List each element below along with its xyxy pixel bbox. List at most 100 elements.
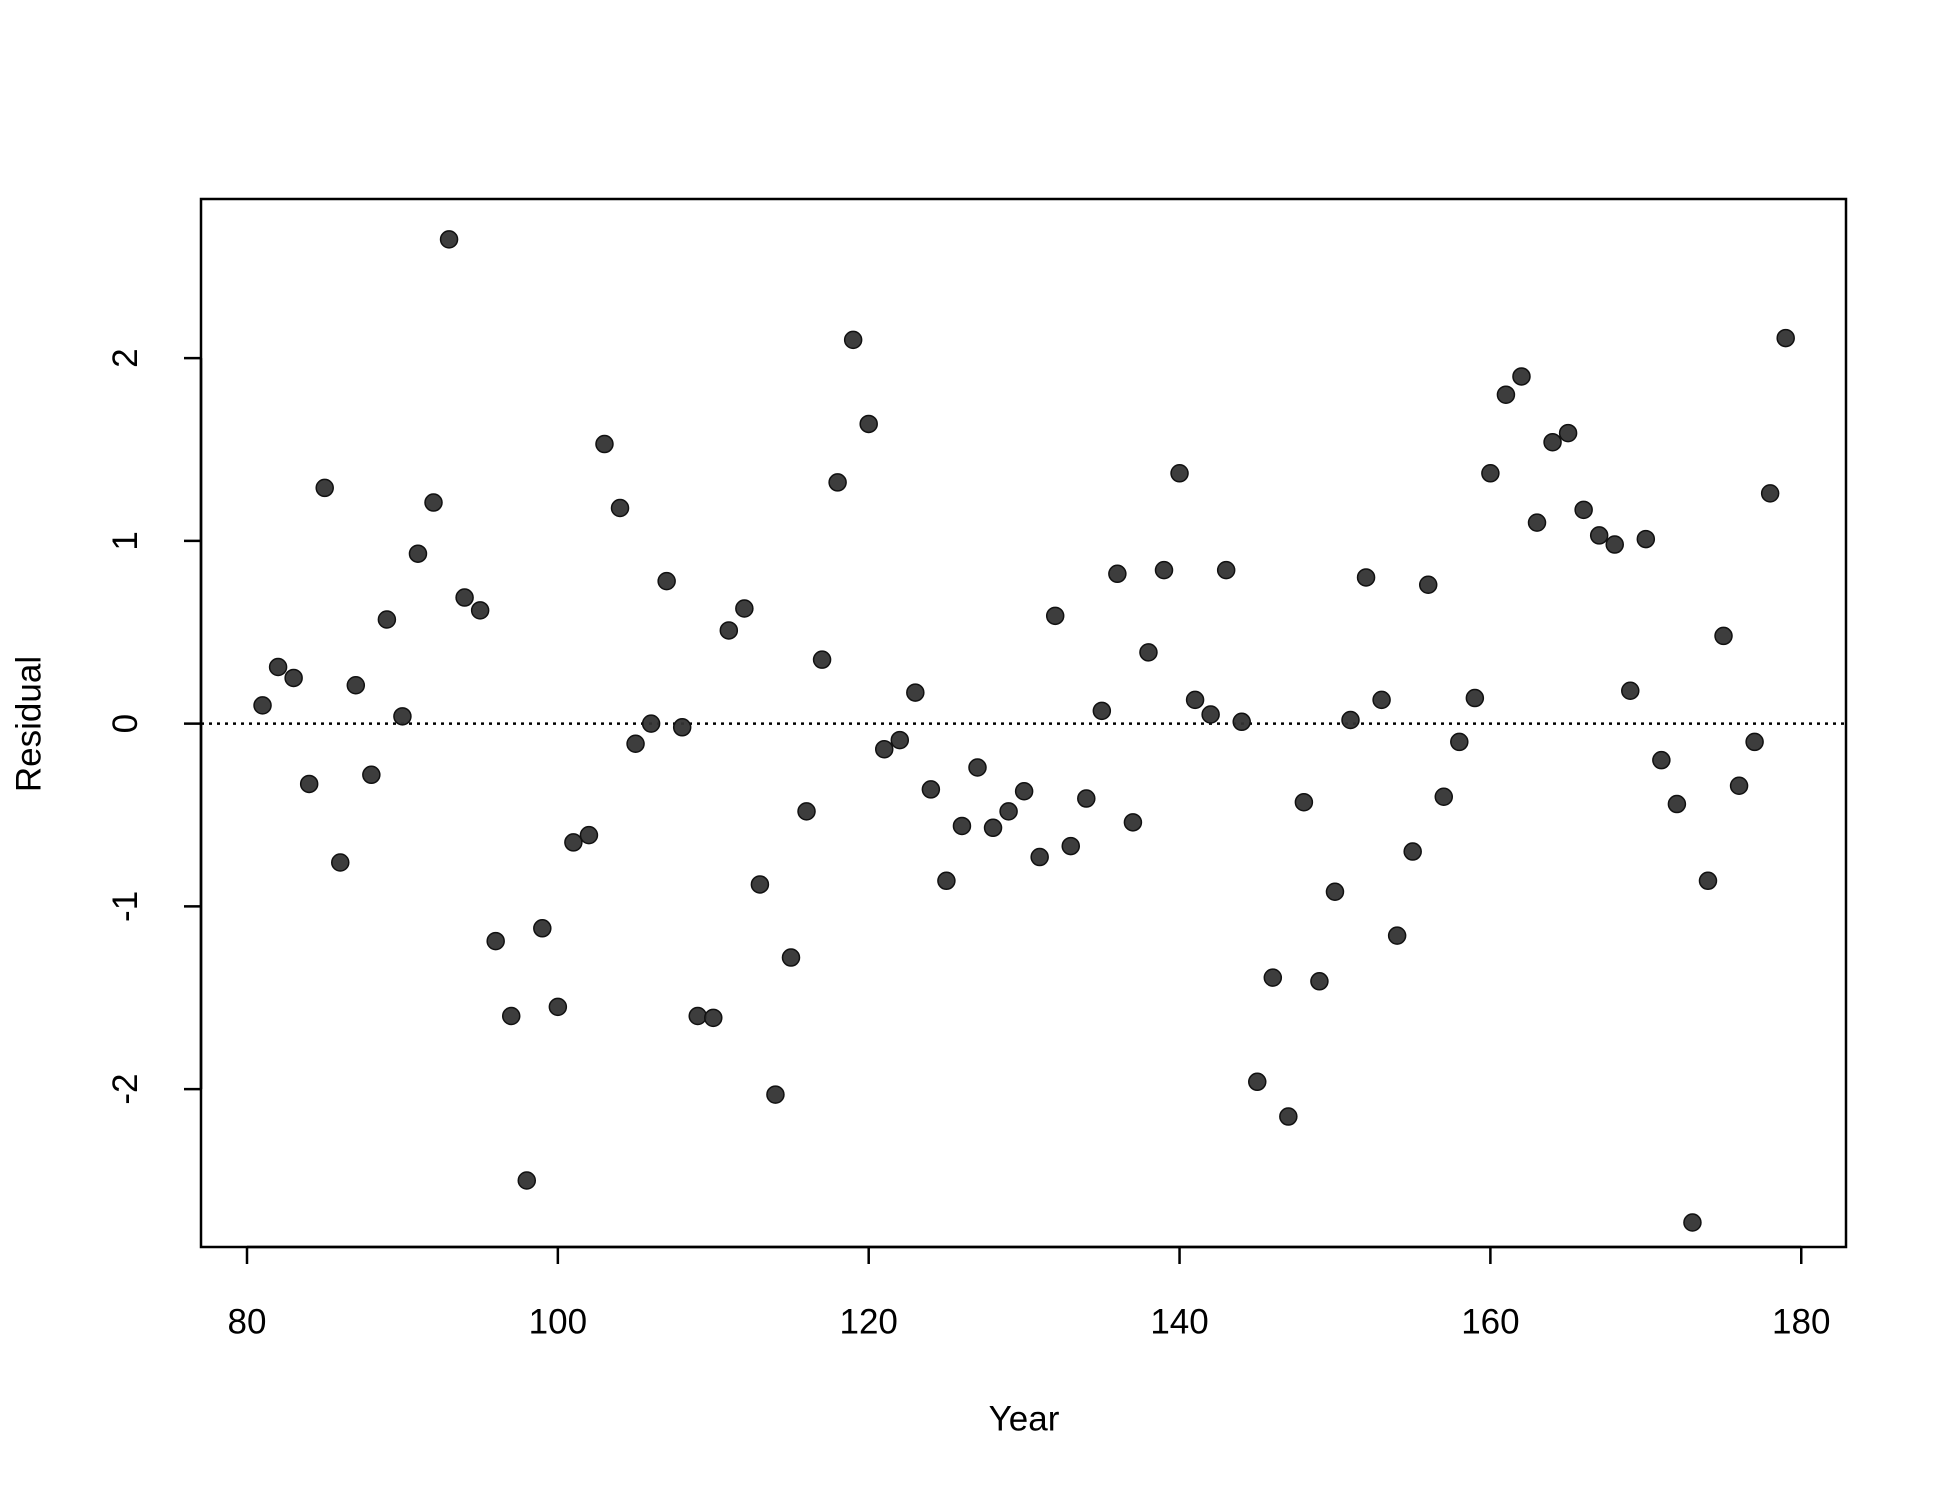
point bbox=[362, 765, 381, 785]
y-tick-label: -1 bbox=[106, 891, 145, 922]
x-tick-label: 160 bbox=[1461, 1302, 1519, 1341]
plot-frame bbox=[199, 197, 1848, 1249]
point bbox=[1714, 626, 1733, 646]
point bbox=[455, 588, 474, 607]
point bbox=[315, 478, 334, 498]
point bbox=[1387, 926, 1407, 945]
point bbox=[1092, 701, 1112, 721]
point bbox=[1667, 794, 1687, 814]
point bbox=[1185, 690, 1205, 710]
point bbox=[610, 498, 630, 518]
point bbox=[1543, 432, 1562, 452]
point bbox=[1512, 367, 1531, 386]
point bbox=[595, 434, 614, 454]
point bbox=[1729, 776, 1749, 796]
point bbox=[797, 802, 816, 821]
y-tick-label: 0 bbox=[106, 714, 145, 733]
point bbox=[983, 818, 1003, 838]
point bbox=[1403, 842, 1422, 861]
point bbox=[1745, 732, 1764, 752]
y-axis-label: Residual bbox=[9, 656, 48, 792]
point bbox=[1698, 871, 1718, 891]
x-tick-label: 180 bbox=[1772, 1302, 1830, 1341]
y-tick-label: 1 bbox=[106, 531, 145, 550]
point bbox=[393, 707, 412, 726]
point bbox=[1216, 560, 1236, 580]
point bbox=[657, 571, 676, 591]
point bbox=[564, 833, 583, 852]
point bbox=[1108, 564, 1127, 584]
point bbox=[331, 853, 350, 872]
point bbox=[377, 610, 397, 629]
point bbox=[1605, 535, 1624, 554]
point bbox=[1310, 972, 1329, 991]
point bbox=[1045, 606, 1065, 626]
point bbox=[346, 676, 366, 695]
point bbox=[812, 650, 832, 669]
point bbox=[937, 871, 956, 891]
point bbox=[424, 493, 443, 512]
point bbox=[735, 599, 754, 618]
point bbox=[750, 875, 770, 894]
point bbox=[952, 816, 972, 836]
point bbox=[1279, 1107, 1298, 1126]
point bbox=[1201, 705, 1220, 724]
point bbox=[1418, 575, 1438, 595]
point bbox=[517, 1171, 537, 1190]
point bbox=[766, 1085, 785, 1104]
point bbox=[719, 621, 739, 640]
point bbox=[439, 230, 459, 249]
point bbox=[1294, 792, 1314, 812]
point bbox=[1341, 710, 1360, 730]
point bbox=[1496, 385, 1516, 404]
point bbox=[968, 758, 987, 777]
point bbox=[548, 997, 568, 1017]
point bbox=[1465, 688, 1485, 708]
point bbox=[1014, 782, 1034, 801]
point bbox=[1356, 568, 1376, 587]
point bbox=[533, 919, 552, 938]
point bbox=[1030, 847, 1049, 867]
point bbox=[1760, 484, 1780, 503]
point bbox=[1558, 423, 1578, 443]
point bbox=[284, 668, 303, 688]
point bbox=[299, 774, 319, 794]
point bbox=[1372, 690, 1391, 710]
point bbox=[1123, 813, 1143, 832]
point bbox=[1683, 1213, 1702, 1232]
point bbox=[859, 414, 878, 434]
point bbox=[672, 718, 692, 737]
point bbox=[1325, 882, 1345, 902]
point bbox=[501, 1006, 521, 1026]
y-tick-label: 2 bbox=[106, 348, 145, 367]
point bbox=[1574, 500, 1593, 520]
point bbox=[921, 780, 941, 799]
point bbox=[408, 544, 428, 563]
point bbox=[906, 683, 925, 702]
point bbox=[1621, 681, 1640, 700]
point bbox=[1776, 328, 1795, 348]
point bbox=[874, 739, 894, 759]
point bbox=[1232, 712, 1251, 732]
x-tick-label: 120 bbox=[839, 1302, 897, 1341]
point bbox=[470, 601, 490, 620]
point bbox=[1481, 464, 1500, 483]
point bbox=[843, 330, 863, 350]
point bbox=[1527, 513, 1547, 532]
point bbox=[999, 802, 1018, 821]
point bbox=[688, 1006, 707, 1026]
point bbox=[579, 825, 599, 845]
point bbox=[1589, 526, 1609, 545]
point bbox=[1061, 836, 1080, 856]
x-tick-label: 80 bbox=[228, 1302, 267, 1341]
point bbox=[1077, 789, 1096, 808]
point bbox=[641, 714, 661, 733]
point bbox=[1154, 560, 1174, 580]
point bbox=[1248, 1072, 1267, 1092]
x-axis-label: Year bbox=[989, 1399, 1060, 1438]
x-tick-label: 100 bbox=[529, 1302, 587, 1341]
point bbox=[1263, 968, 1283, 987]
point bbox=[253, 696, 272, 715]
